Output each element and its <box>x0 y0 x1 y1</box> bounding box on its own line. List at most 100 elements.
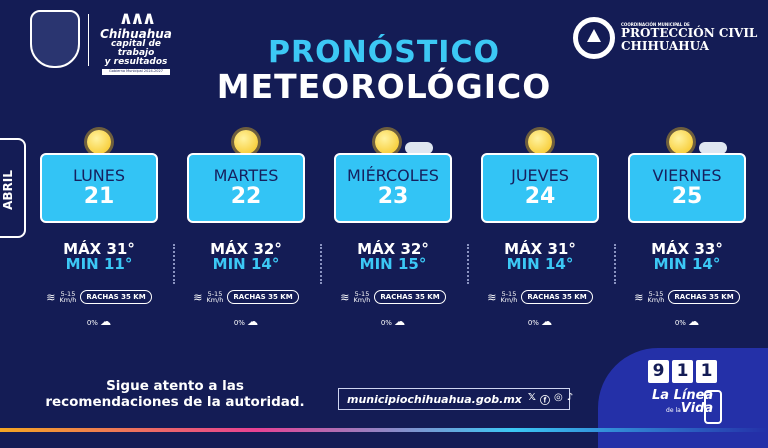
gusts-badge: RACHAS 35 KM <box>227 290 299 304</box>
civil-protection-emblem-icon <box>573 17 615 59</box>
mountains-icon: ∧∧∧ <box>118 8 157 29</box>
day-separator <box>320 244 322 284</box>
sun-icon <box>87 130 111 154</box>
day-name: LUNES <box>72 166 126 185</box>
rain-cloud-icon: ☁ <box>688 315 700 328</box>
day-date: 21 <box>83 184 115 209</box>
rain-cloud-icon: ☁ <box>100 315 112 328</box>
day-separator <box>614 244 616 284</box>
wind-icon: ≋ <box>46 290 56 304</box>
title-line-2: METEOROLÓGICO <box>216 67 552 106</box>
min-temp: MIN 14° <box>506 255 574 273</box>
coat-of-arms-logo <box>30 10 80 68</box>
max-temp: MÁX 32° <box>210 240 282 258</box>
day-date: 22 <box>230 184 262 209</box>
max-temp: MÁX 31° <box>63 240 135 258</box>
temperatures: MÁX 31° MIN 11° <box>40 242 158 272</box>
x-icon[interactable]: 𝕏 <box>527 391 536 403</box>
page-title: PRONÓSTICO METEOROLÓGICO <box>0 38 768 106</box>
day-card: LUNES 21 <box>40 153 158 223</box>
wind-info: ≋ 5-15 Km/h RACHAS 35 KM <box>628 290 746 304</box>
gusts-badge: RACHAS 35 KM <box>374 290 446 304</box>
911-badge: 9 1 1 <box>648 360 717 383</box>
gusts-badge: RACHAS 35 KM <box>668 290 740 304</box>
rain-cloud-icon: ☁ <box>394 315 406 328</box>
cloud-icon <box>404 142 433 154</box>
divider <box>88 14 89 66</box>
wind-unit: Km/h <box>353 296 371 304</box>
day-name: JUEVES <box>511 166 569 185</box>
max-temp: MÁX 31° <box>504 240 576 258</box>
facebook-icon[interactable]: ⓕ <box>539 395 550 407</box>
brand-tag: Gobierno Municipal 2024-2027 <box>102 69 170 75</box>
rain-chance: 0% ☁ <box>187 315 305 328</box>
temperatures: MÁX 33° MIN 14° <box>628 242 746 272</box>
temperatures: MÁX 32° MIN 14° <box>187 242 305 272</box>
sun-icon <box>234 130 258 154</box>
wind-unit: Km/h <box>206 296 224 304</box>
rain-percent: 0% <box>674 319 686 327</box>
day-date: 24 <box>524 184 556 209</box>
min-temp: MIN 11° <box>65 255 133 273</box>
digit: 1 <box>696 360 717 383</box>
sun-icon <box>528 130 552 154</box>
wind-speed: 5-15 <box>501 289 517 298</box>
temperatures: MÁX 31° MIN 14° <box>481 242 599 272</box>
month-text: ABRIL <box>1 170 15 210</box>
rain-cloud-icon: ☁ <box>247 315 259 328</box>
wind-info: ≋ 5-15 Km/h RACHAS 35 KM <box>187 290 305 304</box>
wind-unit: Km/h <box>500 296 518 304</box>
tiktok-icon[interactable]: ♪ <box>566 391 574 403</box>
max-temp: MÁX 33° <box>651 240 723 258</box>
rain-percent: 0% <box>233 319 245 327</box>
digit: 1 <box>672 360 693 383</box>
brand-name: Chihuahua <box>100 27 172 41</box>
month-label: ABRIL <box>0 138 26 238</box>
wind-unit: Km/h <box>59 296 77 304</box>
rain-chance: 0% ☁ <box>334 315 452 328</box>
day-card: JUEVES 24 <box>481 153 599 223</box>
color-strip <box>0 428 768 432</box>
recommendation-note: Sigue atento a las recomendaciones de la… <box>45 378 305 411</box>
sun-icon <box>669 130 693 154</box>
day-date: 23 <box>377 184 409 209</box>
max-temp: MÁX 32° <box>357 240 429 258</box>
rain-chance: 0% ☁ <box>40 315 158 328</box>
vida-small: de la <box>666 407 681 414</box>
day-name: MIÉRCOLES <box>347 166 439 185</box>
rain-percent: 0% <box>86 319 98 327</box>
temperatures: MÁX 32° MIN 15° <box>334 242 452 272</box>
brand-slogan: capital de trabajo <box>110 39 162 58</box>
wind-info: ≋ 5-15 Km/h RACHAS 35 KM <box>481 290 599 304</box>
day-separator <box>467 244 469 284</box>
instagram-icon[interactable]: ◎ <box>553 391 563 403</box>
cloud-icon <box>698 142 727 154</box>
wind-info: ≋ 5-15 Km/h RACHAS 35 KM <box>40 290 158 304</box>
brand-slogan: y resultados <box>104 57 168 67</box>
day-name: MARTES <box>213 166 279 185</box>
rain-percent: 0% <box>380 319 392 327</box>
gusts-badge: RACHAS 35 KM <box>80 290 152 304</box>
wind-speed: 5-15 <box>648 289 664 298</box>
website-link[interactable]: municipiochihuahua.gob.mx <box>347 392 522 406</box>
wind-icon: ≋ <box>340 290 350 304</box>
gusts-badge: RACHAS 35 KM <box>521 290 593 304</box>
digit: 9 <box>648 360 669 383</box>
day-card: MARTES 22 <box>187 153 305 223</box>
website-bar[interactable]: municipiochihuahua.gob.mx 𝕏 ⓕ ◎ ♪ <box>338 388 574 410</box>
pc-line2: CHIHUAHUA <box>621 38 709 53</box>
wind-speed: 5-15 <box>354 289 370 298</box>
rain-chance: 0% ☁ <box>481 315 599 328</box>
day-date: 25 <box>671 184 703 209</box>
vida-line1: La Línea <box>652 388 714 403</box>
rain-cloud-icon: ☁ <box>541 315 553 328</box>
day-card: MIÉRCOLES 23 <box>334 153 452 223</box>
wind-icon: ≋ <box>634 290 644 304</box>
civil-protection-logo: COORDINACIÓN MUNICIPAL DE PROTECCIÓN CIV… <box>621 22 757 53</box>
rain-percent: 0% <box>527 319 539 327</box>
wind-speed: 5-15 <box>207 289 223 298</box>
pc-caption: COORDINACIÓN MUNICIPAL DE <box>621 22 690 27</box>
day-name: VIERNES <box>652 166 722 185</box>
wind-info: ≋ 5-15 Km/h RACHAS 35 KM <box>334 290 452 304</box>
day-separator <box>173 244 175 284</box>
